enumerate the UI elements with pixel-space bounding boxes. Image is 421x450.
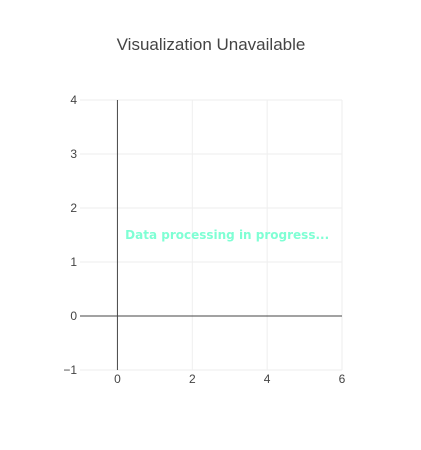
- y-tick-label: 2: [70, 201, 77, 215]
- x-tick-label: 4: [264, 372, 271, 386]
- y-tick-label: 1: [70, 255, 77, 269]
- annotation-text: Data processing in progress...: [125, 228, 329, 242]
- chart-title: Visualization Unavailable: [117, 35, 306, 54]
- grid: [80, 99, 343, 371]
- y-tick-label: −1: [63, 363, 77, 377]
- x-tick-label: 0: [114, 372, 121, 386]
- y-tick-label: 4: [70, 93, 77, 107]
- x-tick-label: 6: [339, 372, 346, 386]
- y-tick-label: 3: [70, 147, 77, 161]
- y-tick-label: 0: [70, 309, 77, 323]
- x-tick-label: 2: [189, 372, 196, 386]
- annotations: Data processing in progress...: [125, 228, 329, 242]
- axes: [80, 100, 342, 370]
- x-ticks: 0 2 4 6: [114, 372, 346, 386]
- y-ticks: −1 0 1 2 3 4: [63, 93, 77, 377]
